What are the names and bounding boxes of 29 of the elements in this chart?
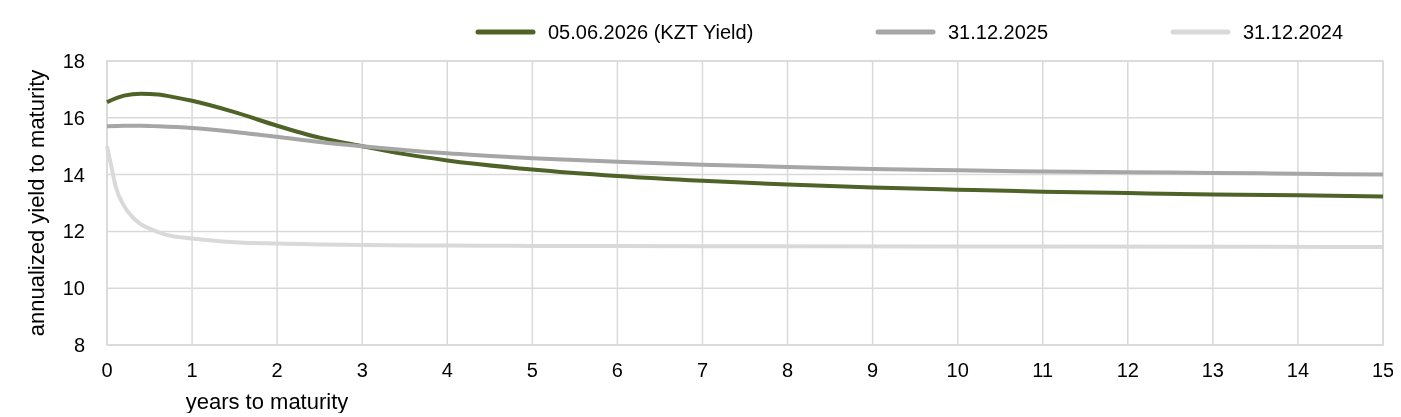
y-tick-label: 14 [62, 163, 85, 186]
x-tick-label: 14 [1286, 359, 1310, 381]
y-tick-label: 12 [62, 220, 85, 243]
x-tick-label: 10 [946, 359, 969, 381]
line-series [105, 123, 1385, 177]
x-tick-label: 2 [271, 359, 283, 381]
x-tick-label: 12 [1116, 359, 1139, 381]
x-tick-label: 5 [526, 359, 538, 381]
y-tick-label: 8 [73, 334, 85, 356]
legend-label: 31.12.2024 [1243, 21, 1344, 43]
x-tick-label: 15 [1371, 359, 1395, 381]
y-axis-title: annualized yield to maturity [24, 69, 49, 337]
y-tick-label: 10 [62, 277, 85, 300]
x-tick-label: 3 [356, 359, 368, 381]
y-tick-label: 18 [62, 50, 85, 72]
x-tick-label: 11 [1032, 359, 1054, 381]
x-tick-label: 0 [101, 359, 113, 381]
line-series [105, 91, 1385, 199]
x-tick-label: 4 [441, 359, 453, 381]
x-axis-title: years to maturity [185, 389, 349, 414]
legend-label: 05.06.2026 (KZT Yield) [548, 21, 754, 43]
y-tick-label: 16 [62, 106, 85, 129]
x-tick-label: 9 [867, 359, 879, 381]
legend-label: 31.12.2025 [948, 21, 1049, 43]
x-tick-label: 1 [186, 359, 198, 381]
x-tick-label: 8 [781, 359, 794, 381]
x-tick-label: 6 [611, 359, 623, 381]
x-tick-label: 7 [696, 359, 709, 381]
x-tick-label: 13 [1201, 359, 1224, 381]
